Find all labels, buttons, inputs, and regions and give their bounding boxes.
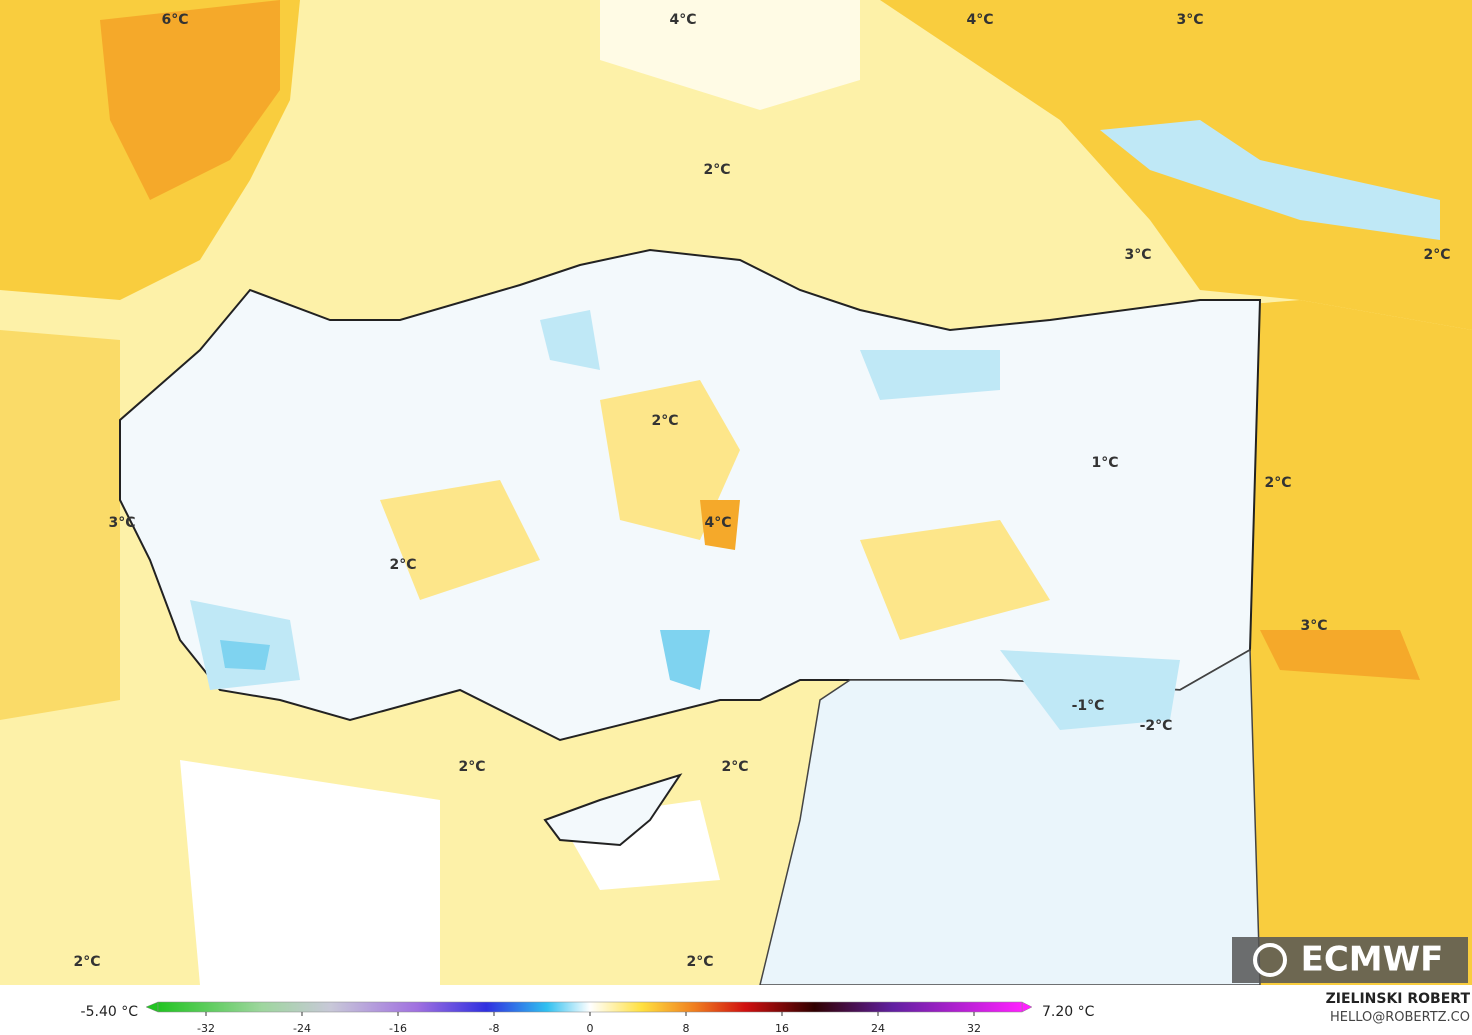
author: ZIELINSKI ROBERT [1326, 991, 1471, 1007]
temp-label: 2°C [686, 954, 713, 970]
temp-label: 4°C [669, 12, 696, 28]
logo-text: ECMWF [1301, 940, 1444, 980]
temp-label: 2°C [651, 413, 678, 429]
temp-label: 2°C [703, 162, 730, 178]
colorbar-tick-label: 24 [871, 1022, 885, 1035]
colorbar-tick-label: -24 [293, 1022, 311, 1035]
colorbar-tick-label: -8 [489, 1022, 500, 1035]
min-label: -5.40 °C [81, 1004, 139, 1020]
land-syria [759, 648, 1261, 986]
temp-label: 2°C [721, 759, 748, 775]
temp-label: 2°C [458, 759, 485, 775]
temp-label: 6°C [161, 12, 188, 28]
temp-label: 1°C [1091, 455, 1118, 471]
colorbar-tick-label: -16 [389, 1022, 407, 1035]
colorbar-tick-label: 8 [683, 1022, 690, 1035]
temp-label: 2°C [389, 557, 416, 573]
colorbar-tick-label: 32 [967, 1022, 981, 1035]
logo: ECMWF [1232, 937, 1468, 983]
temp-label: -2°C [1140, 718, 1173, 734]
temp-label: 3°C [1300, 618, 1327, 634]
temp-label: -1°C [1072, 698, 1105, 714]
colorbar-scale [157, 1001, 1023, 1013]
cyprus [543, 773, 683, 847]
temp-label: 4°C [966, 12, 993, 28]
temp-label: 2°C [1264, 475, 1291, 491]
contact: HELLO@ROBERTZ.CO [1330, 1010, 1470, 1025]
colorbar-tick-label: -32 [197, 1022, 215, 1035]
temp-label: 3°C [108, 515, 135, 531]
land-turkey [119, 248, 1262, 742]
temp-label: 3°C [1176, 12, 1203, 28]
max-label: 7.20 °C [1042, 1004, 1095, 1020]
temp-label: 4°C [704, 515, 731, 531]
temp-label: 2°C [73, 954, 100, 970]
temp-label: 2°C [1423, 247, 1450, 263]
temp-label: 3°C [1124, 247, 1151, 263]
colorbar: -32 -24 -16 -8 0 8 16 24 32 [145, 1001, 1033, 1035]
colorbar-tick-label: 16 [775, 1022, 789, 1035]
colorbar-tick-label: 0 [587, 1022, 594, 1035]
